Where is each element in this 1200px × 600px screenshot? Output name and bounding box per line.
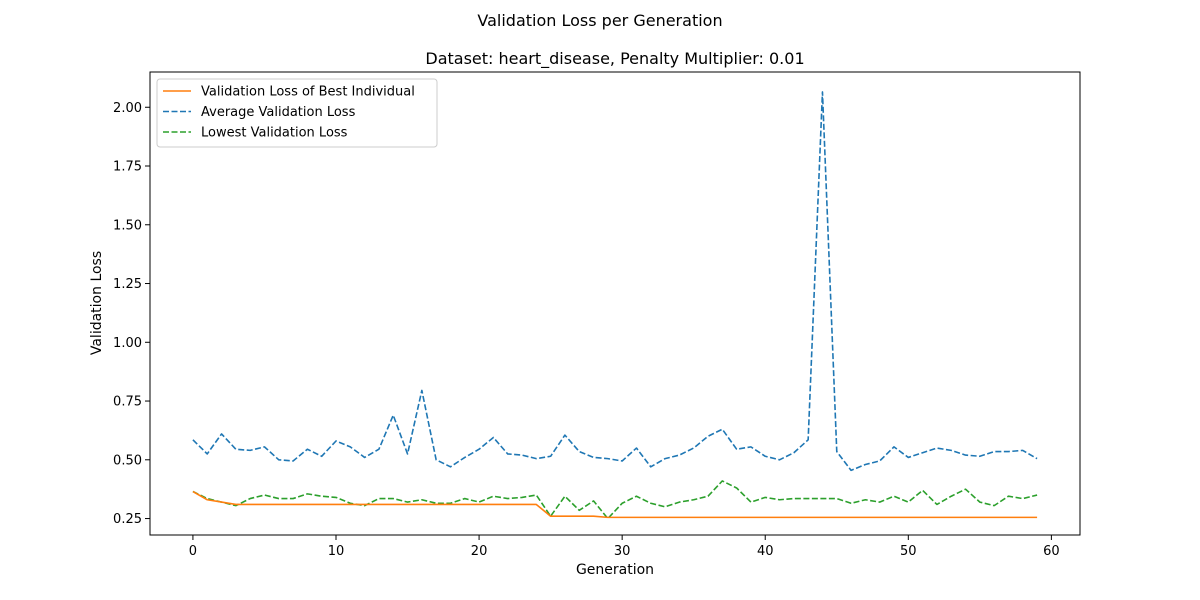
y-tick-label: 1.00 [113,336,142,351]
chart-title: Dataset: heart_disease, Penalty Multipli… [425,49,804,69]
y-axis: 0.25 0.50 0.75 1.00 1.25 1.50 1.75 2.00 [113,101,150,527]
legend: Validation Loss of Best Individual Averag… [156,78,438,148]
x-tick-label: 10 [328,544,345,559]
y-tick-label: 0.75 [113,395,142,410]
x-tick-label: 50 [900,544,917,559]
legend-label-0: Validation Loss of Best Individual [201,85,415,100]
y-tick-label: 0.50 [113,453,142,468]
series-layer [192,91,1038,520]
x-tick-label: 60 [1043,544,1060,559]
figure-suptitle: Validation Loss per Generation [477,11,722,30]
legend-label-2: Lowest Validation Loss [201,126,348,141]
y-tick-label: 1.25 [113,277,142,292]
x-axis: 0 10 20 30 40 50 60 [189,535,1060,559]
x-tick-label: 40 [757,544,774,559]
y-tick-label: 2.00 [113,101,142,116]
y-axis-label: Validation Loss [89,251,105,355]
y-tick-label: 0.25 [113,512,142,527]
x-tick-label: 30 [614,544,631,559]
plot-area-frame [149,71,1081,536]
series-line-1 [192,91,1038,472]
series-line-0 [192,490,1038,519]
legend-label-1: Average Validation Loss [201,105,356,120]
x-axis-label: Generation [576,562,654,578]
legend-box [156,78,438,148]
x-tick-label: 20 [471,544,488,559]
y-tick-label: 1.50 [113,218,142,233]
x-tick-label: 0 [189,544,197,559]
y-tick-label: 1.75 [113,160,142,175]
series-line-2 [192,480,1038,520]
